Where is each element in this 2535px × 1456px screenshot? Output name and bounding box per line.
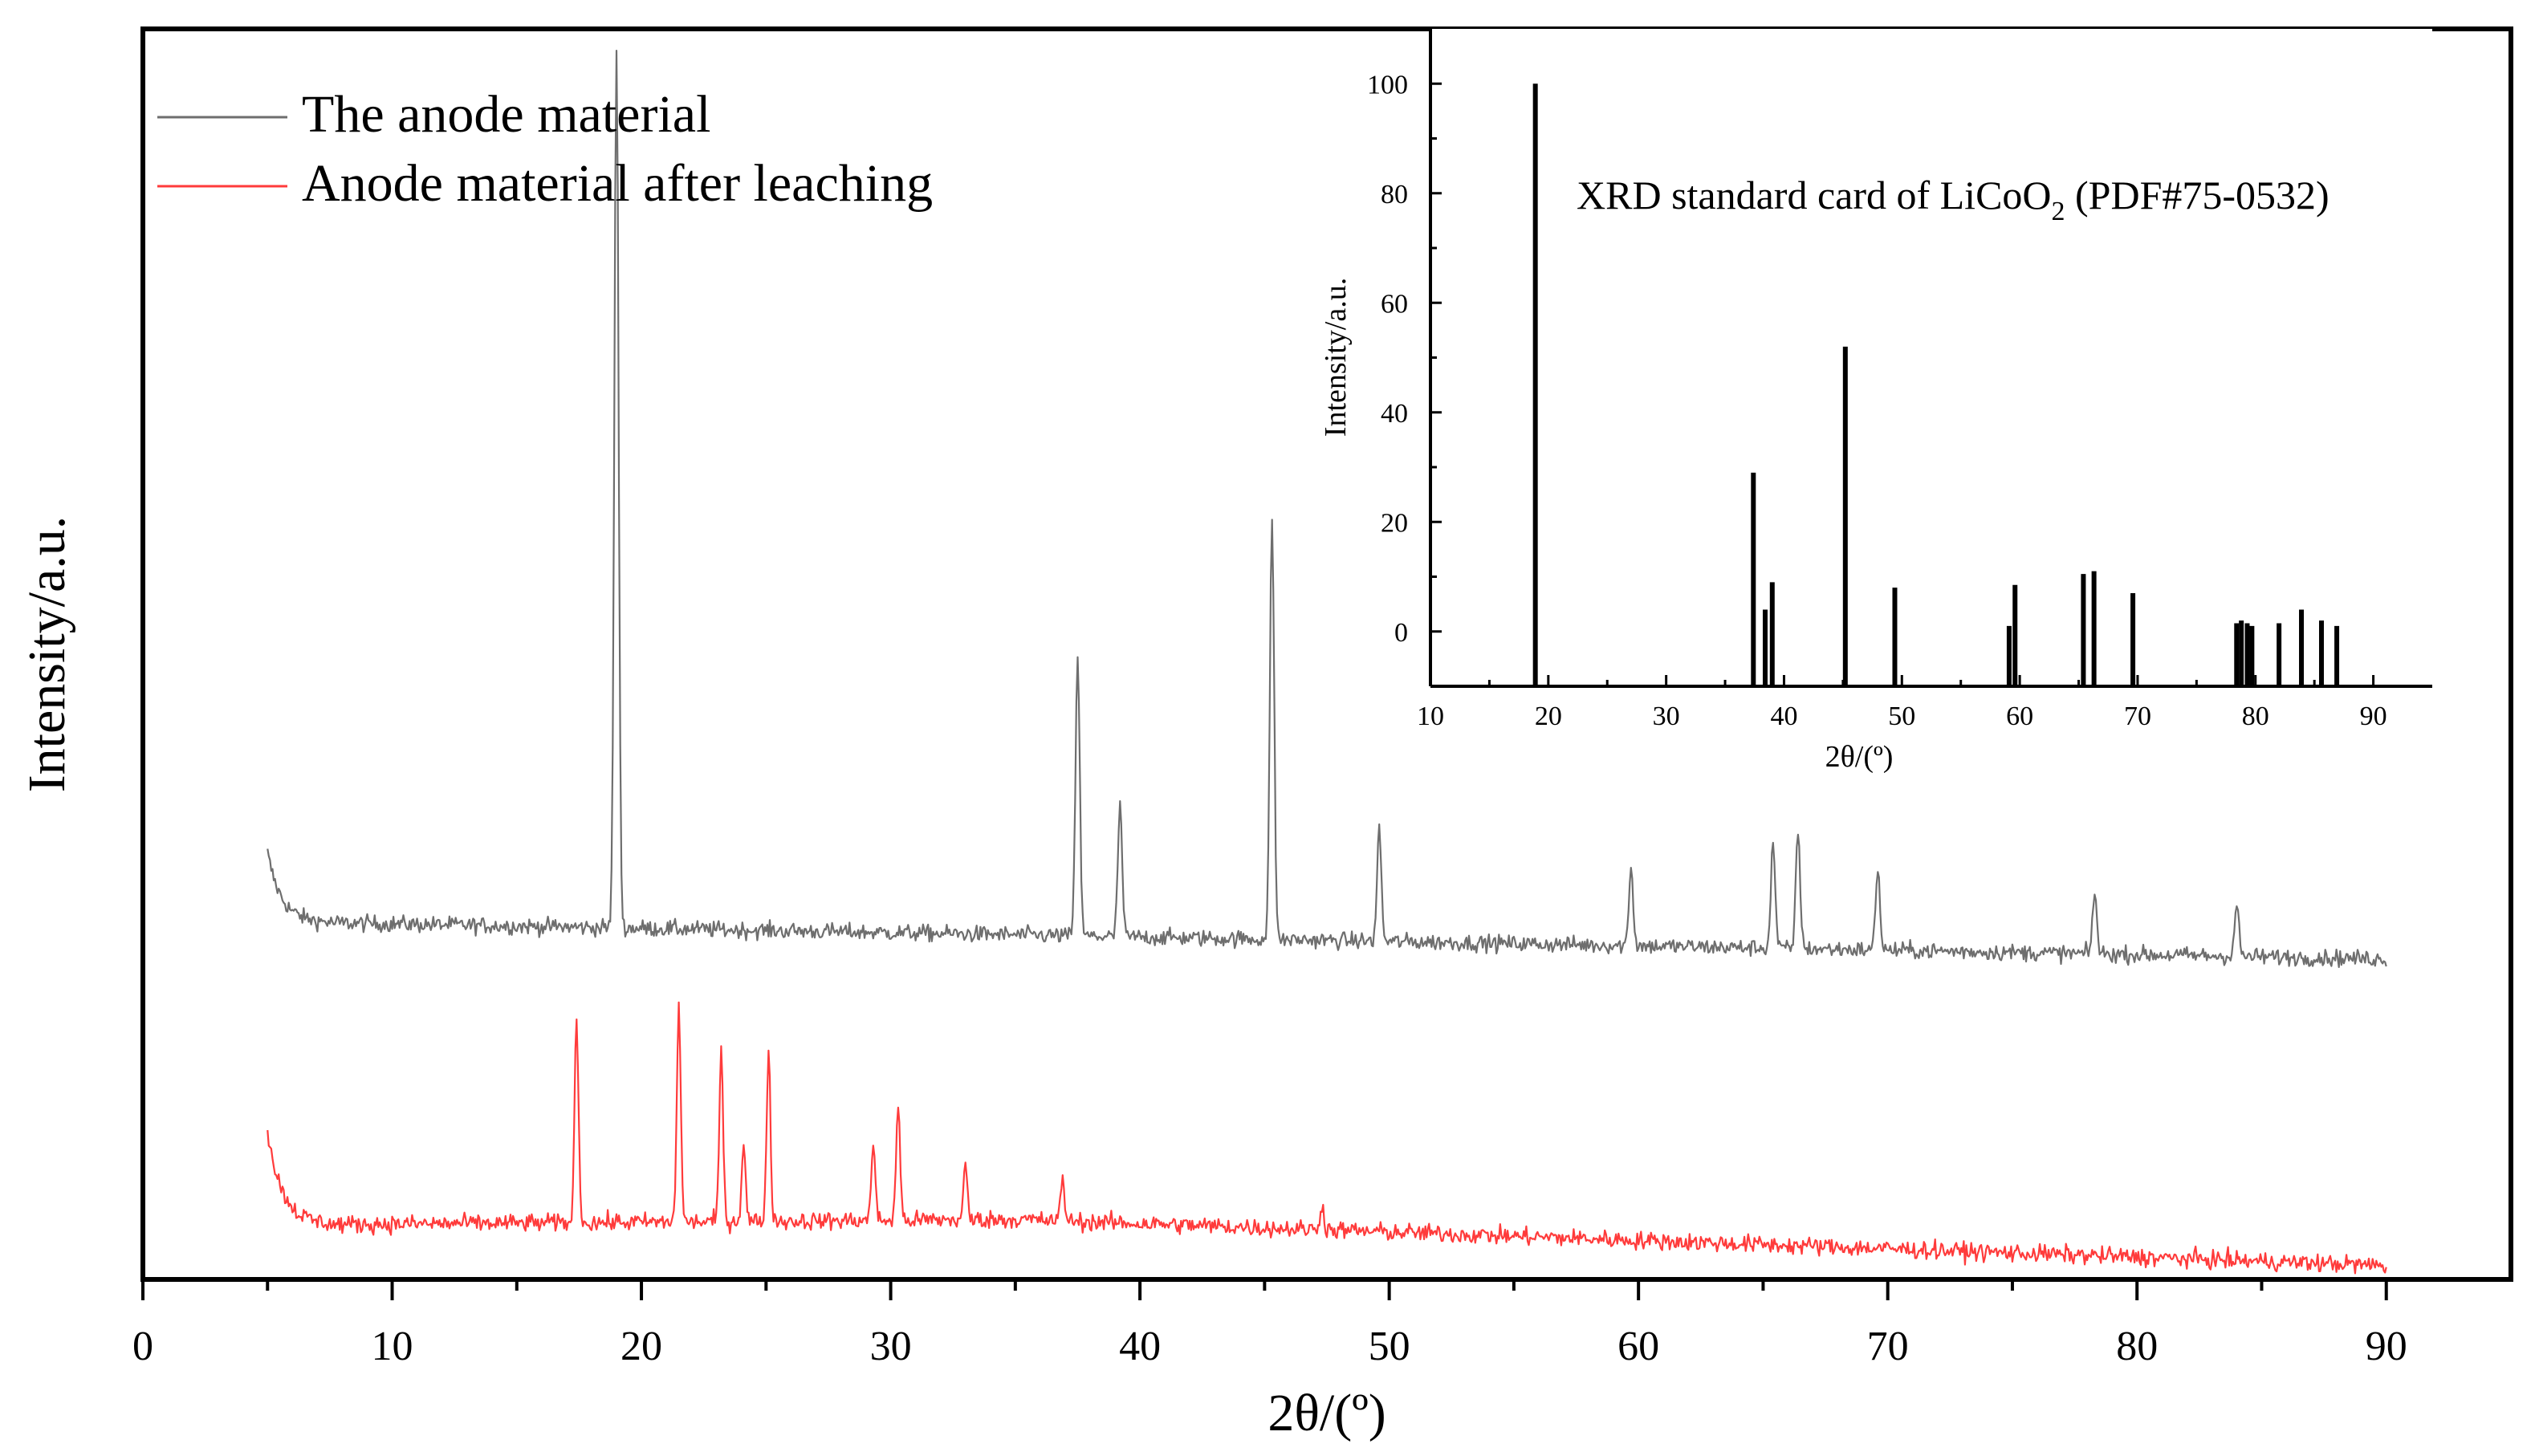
inset-title: XRD standard card of LiCoO2 (PDF#75-0532… — [1577, 173, 2330, 226]
legend-label-1: Anode material after leaching — [302, 154, 933, 213]
inset-x-tick-label-30: 30 — [1653, 702, 1680, 731]
inset-y-tick-label-20: 20 — [1381, 508, 1408, 538]
x-tick-label-60: 60 — [1617, 1324, 1659, 1369]
inset-x-tick-label-60: 60 — [2006, 702, 2033, 731]
inset-background — [1430, 29, 2432, 686]
x-tick-label-20: 20 — [621, 1324, 662, 1369]
inset-title-subscript: 2 — [2052, 197, 2065, 226]
x-tick-label-90: 90 — [2366, 1324, 2407, 1369]
inset-x-axis-title: 2θ/(º) — [1825, 740, 1894, 774]
x-tick-label-10: 10 — [372, 1324, 413, 1369]
inset-y-tick-label-0: 0 — [1394, 618, 1408, 648]
inset-x-tick-label-20: 20 — [1535, 702, 1562, 731]
inset-x-tick-label-80: 80 — [2242, 702, 2269, 731]
inset-y-tick-label-100: 100 — [1367, 70, 1408, 100]
series-line-after-leaching — [267, 1001, 2387, 1275]
inset-x-tick-label-70: 70 — [2124, 702, 2151, 731]
x-tick-label-40: 40 — [1119, 1324, 1161, 1369]
inset-x-tick-label-50: 50 — [1888, 702, 1915, 731]
x-tick-label-30: 30 — [870, 1324, 912, 1369]
x-tick-label-70: 70 — [1867, 1324, 1909, 1369]
inset-x-tick-label-10: 10 — [1417, 702, 1444, 731]
inset-title-suffix: (PDF#75-0532) — [2065, 173, 2330, 218]
series-line-anode-material — [267, 49, 2387, 969]
x-tick-label-0: 0 — [132, 1324, 153, 1369]
inset-x-tick-label-90: 90 — [2360, 702, 2387, 731]
inset-y-tick-label-40: 40 — [1381, 399, 1408, 429]
y-axis-title: Intensity/a.u. — [18, 516, 76, 793]
x-axis-title: 2θ/(º) — [1268, 1384, 1386, 1442]
inset-x-tick-label-40: 40 — [1770, 702, 1797, 731]
legend-label-0: The anode material — [302, 85, 710, 144]
inset-title-main: XRD standard card of LiCoO — [1577, 173, 2052, 218]
inset-plot: 0 20 40 60 80 100 10 20 30 40 50 60 70 80 90 2θ/(º) Inte… — [1319, 29, 2432, 774]
main-plot-frame — [140, 26, 2513, 1282]
x-tick-label-50: 50 — [1369, 1324, 1410, 1369]
inset-y-tick-label-80: 80 — [1381, 180, 1408, 209]
main-plot: 0 10 20 30 40 50 60 70 80 902θ/(º)Intensity/a.u.T… — [18, 26, 2513, 1442]
x-tick-label-80: 80 — [2116, 1324, 2158, 1369]
inset-y-tick-label-60: 60 — [1381, 289, 1408, 319]
inset-y-axis-title: Intensity/a.u. — [1319, 278, 1353, 437]
